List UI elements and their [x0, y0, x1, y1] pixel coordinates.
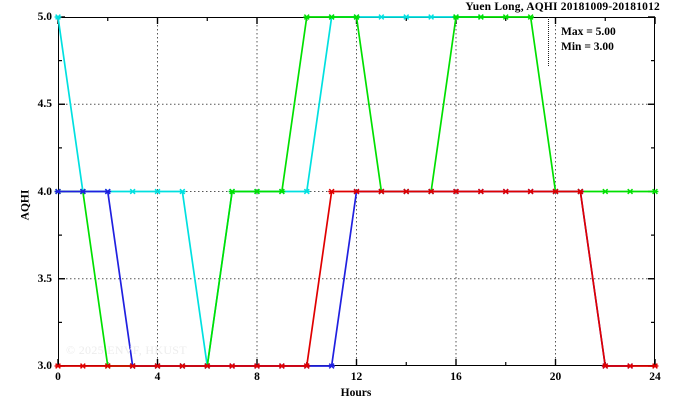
- x-tick-label: 24: [649, 371, 661, 383]
- x-tick-label: 12: [350, 371, 363, 383]
- x-tick-label: 4: [154, 371, 161, 383]
- y-tick-label: 3.5: [37, 272, 52, 285]
- data-series: [54, 14, 659, 369]
- y-tick-label: 4.0: [37, 185, 52, 198]
- x-tick-label: 20: [549, 371, 562, 383]
- watermark-text: © 2025 ENVF, HKUST: [66, 343, 187, 357]
- y-tick-label: 5.0: [37, 11, 52, 23]
- chart-title: Yuen Long, AQHI 20181009-20181012: [465, 1, 660, 13]
- stat-max: Max = 5.00: [561, 26, 616, 38]
- stats-legend-box: Max = 5.00 Min = 3.00: [548, 17, 655, 66]
- x-tick-label: 8: [254, 371, 260, 383]
- x-tick-label: 0: [55, 371, 61, 383]
- y-axis-label: AQHI: [19, 189, 32, 220]
- x-axis-label: Hours: [340, 387, 372, 399]
- y-tick-label: 3.0: [37, 360, 52, 372]
- x-tick-label: 16: [450, 371, 462, 383]
- y-tick-label: 4.5: [37, 98, 52, 111]
- stat-min: Min = 3.00: [561, 41, 614, 53]
